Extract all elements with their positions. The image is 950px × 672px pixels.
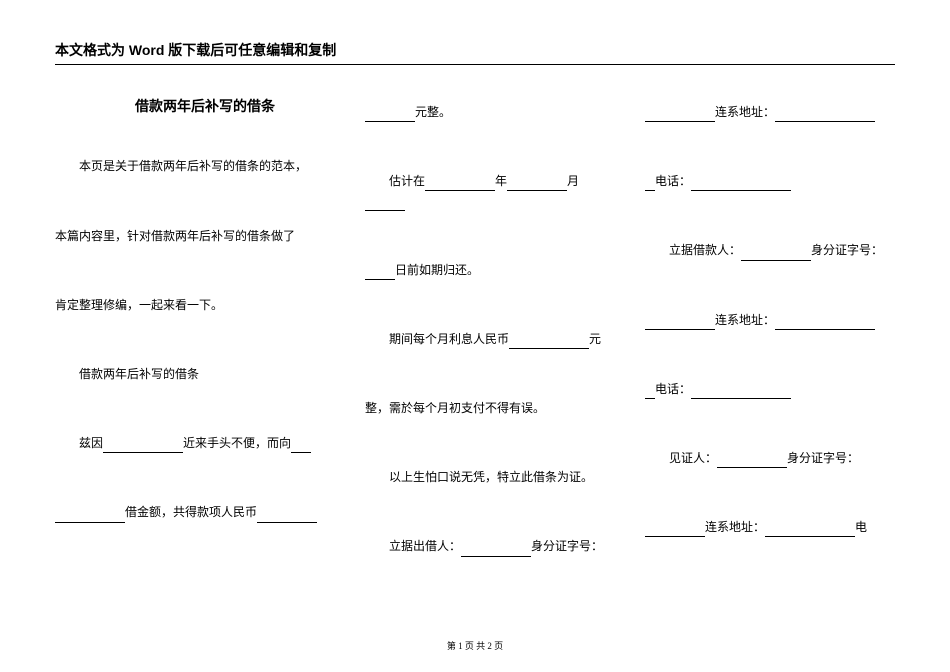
blank-addr3-prefix[interactable] (645, 523, 705, 537)
interest-line: 期间每个月利息人民币 元 (365, 330, 615, 349)
borrower-sig-label: 立据借款人： (669, 243, 741, 257)
addr-line-1: 连系地址： (645, 103, 895, 122)
amount-text: 借金额，共得款项人民币 (125, 505, 257, 519)
reason-line: 兹因 近来手头不便，而向 (55, 434, 335, 453)
blank-lender-sig[interactable] (461, 543, 531, 557)
page-footer: 第 1 页 共 2 页 (0, 639, 950, 652)
lender-sig-label: 立据出借人： (389, 539, 461, 553)
intro-para-1: 本页是关于借款两年后补写的借条的范本， (55, 157, 335, 176)
blank-return[interactable] (365, 266, 395, 280)
blank-borrower-sig[interactable] (741, 247, 811, 261)
blank-amount-prefix[interactable] (55, 509, 125, 523)
blank-witness[interactable] (717, 454, 787, 468)
intro-para-3: 肯定整理修编，一起来看一下。 (55, 296, 335, 315)
year-label: 年 (495, 174, 507, 188)
blank-addr1-prefix[interactable] (645, 108, 715, 122)
tel-line-1: 电话： (645, 172, 895, 191)
date-prefix: 估计在 (389, 174, 425, 188)
blank-addr1[interactable] (775, 108, 875, 122)
blank-interest[interactable] (509, 335, 589, 349)
blank-addr3[interactable] (765, 523, 855, 537)
interest-unit: 元 (589, 332, 601, 346)
blank-lender[interactable] (291, 439, 311, 453)
blank-month[interactable] (507, 177, 567, 191)
return-text: 日前如期归还。 (395, 263, 479, 277)
blank-tel1[interactable] (691, 177, 791, 191)
tel2-label: 电话： (655, 382, 691, 396)
blank-amount[interactable] (257, 509, 317, 523)
addr-line-2: 连系地址： (645, 311, 895, 330)
addr2-label: 连系地址： (715, 313, 775, 327)
subtitle: 借款两年后补写的借条 (55, 365, 335, 384)
document-columns: 借款两年后补写的借条 本页是关于借款两年后补写的借条的范本， 本篇内容里，针对借… (55, 95, 895, 573)
lender-id-label: 身分证字号： (531, 539, 603, 553)
borrower-sig-line: 立据借款人： 身分证字号： (645, 241, 895, 260)
column-3: 连系地址： 电话： 立据借款人： 身分证字号： 连系地址： 电话： 见证人： 身分证… (645, 95, 895, 573)
blank-addr2[interactable] (775, 316, 875, 330)
addr-line-3: 连系地址： 电 (645, 518, 895, 537)
yuan-text: 元整。 (415, 105, 451, 119)
page-header: 本文格式为 Word 版下载后可任意编辑和复制 (55, 40, 895, 65)
borrower-id-label: 身分证字号： (811, 243, 883, 257)
blank-reason[interactable] (103, 439, 183, 453)
tel-line-2: 电话： (645, 380, 895, 399)
blank-tel2-prefix[interactable] (645, 385, 655, 399)
document-title: 借款两年后补写的借条 (55, 95, 335, 117)
return-line: 日前如期归还。 (365, 261, 615, 280)
payment-line: 整，需於每个月初支付不得有误。 (365, 399, 615, 418)
witness-id-label: 身分证字号： (787, 451, 859, 465)
proof-line: 以上生怕口说无凭，特立此借条为证。 (365, 468, 615, 487)
addr3-label: 连系地址： (705, 520, 765, 534)
tel1-label: 电话： (655, 174, 691, 188)
blank-yuan[interactable] (365, 108, 415, 122)
reason-prefix: 兹因 (79, 436, 103, 450)
blank-tel2[interactable] (691, 385, 791, 399)
blank-day[interactable] (365, 197, 405, 211)
reason-suffix: 近来手头不便，而向 (183, 436, 291, 450)
lender-sig-line: 立据出借人： 身分证字号： (365, 537, 615, 556)
blank-addr2-prefix[interactable] (645, 316, 715, 330)
blank-year[interactable] (425, 177, 495, 191)
witness-line: 见证人： 身分证字号： (645, 449, 895, 468)
addr1-label: 连系地址： (715, 105, 775, 119)
yuan-line: 元整。 (365, 103, 615, 122)
blank-tel1-prefix[interactable] (645, 177, 655, 191)
date-line: 估计在 年 月 (365, 172, 615, 210)
witness-label: 见证人： (669, 451, 717, 465)
interest-prefix: 期间每个月利息人民币 (389, 332, 509, 346)
column-2: 元整。 估计在 年 月 日前如期归还。 期间每个月利息人民币 元 整，需於每个月初支付… (365, 95, 615, 573)
month-label: 月 (567, 174, 579, 188)
tel3-label: 电 (855, 520, 867, 534)
intro-para-2: 本篇内容里，针对借款两年后补写的借条做了 (55, 227, 335, 246)
amount-line: 借金额，共得款项人民币 (55, 503, 335, 522)
column-1: 借款两年后补写的借条 本页是关于借款两年后补写的借条的范本， 本篇内容里，针对借… (55, 95, 335, 573)
